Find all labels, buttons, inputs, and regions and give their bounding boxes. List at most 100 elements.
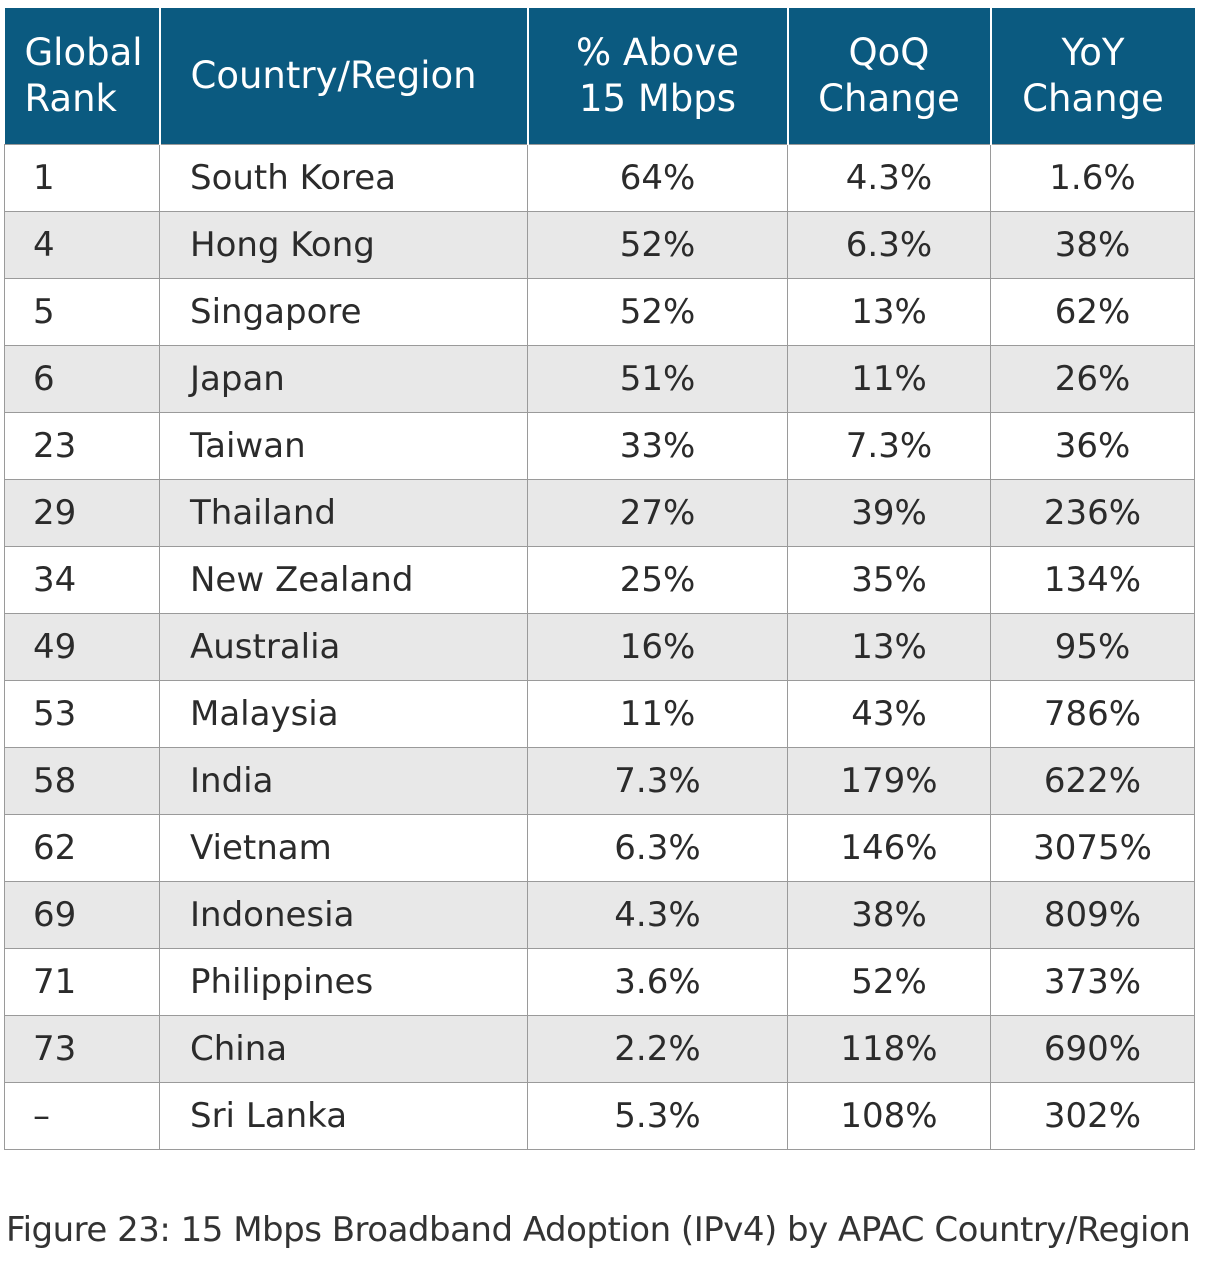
header-line: Global bbox=[24, 30, 143, 74]
cell-above-15mbps: 11% bbox=[527, 679, 788, 748]
cell-above-15mbps: 52% bbox=[527, 210, 788, 279]
header-line: 15 Mbps bbox=[578, 76, 736, 120]
cell-qoq-change: 11% bbox=[787, 344, 991, 413]
cell-above-15mbps: 64% bbox=[527, 143, 788, 212]
table-row: 53 Malaysia 11% 43% 786% bbox=[4, 679, 1195, 748]
table-row: 58 India 7.3% 179% 622% bbox=[4, 746, 1195, 815]
header-line: Rank bbox=[24, 76, 117, 120]
cell-global-rank: 4 bbox=[4, 210, 160, 279]
table-row: 5 Singapore 52% 13% 62% bbox=[4, 277, 1195, 346]
cell-country-region: New Zealand bbox=[159, 545, 528, 614]
header-country-region: Country/Region bbox=[159, 8, 529, 144]
cell-country-region: Singapore bbox=[159, 277, 528, 346]
table-header: Global Rank Country/Region % Above 15 Mb… bbox=[4, 8, 1195, 144]
figure-caption: Figure 23: 15 Mbps Broadband Adoption (I… bbox=[6, 1210, 1191, 1250]
cell-yoy-change: 622% bbox=[990, 746, 1195, 815]
header-row: Global Rank Country/Region % Above 15 Mb… bbox=[4, 8, 1195, 144]
table-row: 69 Indonesia 4.3% 38% 809% bbox=[4, 880, 1195, 949]
cell-qoq-change: 43% bbox=[787, 679, 991, 748]
cell-yoy-change: 786% bbox=[990, 679, 1195, 748]
cell-above-15mbps: 25% bbox=[527, 545, 788, 614]
header-line: Change bbox=[818, 76, 960, 120]
cell-above-15mbps: 16% bbox=[527, 612, 788, 681]
table-row: 6 Japan 51% 11% 26% bbox=[4, 344, 1195, 413]
table-row: 34 New Zealand 25% 35% 134% bbox=[4, 545, 1195, 614]
cell-global-rank: 62 bbox=[4, 813, 160, 882]
cell-global-rank: 71 bbox=[4, 947, 160, 1016]
cell-global-rank: 58 bbox=[4, 746, 160, 815]
cell-above-15mbps: 27% bbox=[527, 478, 788, 547]
cell-yoy-change: 302% bbox=[990, 1081, 1195, 1150]
cell-country-region: Vietnam bbox=[159, 813, 528, 882]
header-qoq-change: QoQ Change bbox=[787, 8, 992, 144]
cell-country-region: India bbox=[159, 746, 528, 815]
cell-qoq-change: 13% bbox=[787, 277, 991, 346]
cell-qoq-change: 146% bbox=[787, 813, 991, 882]
cell-qoq-change: 179% bbox=[787, 746, 991, 815]
adoption-table-container: Global Rank Country/Region % Above 15 Mb… bbox=[4, 8, 1195, 1150]
cell-global-rank: 23 bbox=[4, 411, 160, 480]
cell-country-region: China bbox=[159, 1014, 528, 1083]
cell-above-15mbps: 4.3% bbox=[527, 880, 788, 949]
cell-above-15mbps: 51% bbox=[527, 344, 788, 413]
cell-above-15mbps: 2.2% bbox=[527, 1014, 788, 1083]
table-row: 62 Vietnam 6.3% 146% 3075% bbox=[4, 813, 1195, 882]
cell-global-rank: – bbox=[4, 1081, 160, 1150]
header-yoy-change: YoY Change bbox=[990, 8, 1195, 144]
cell-yoy-change: 38% bbox=[990, 210, 1195, 279]
cell-qoq-change: 52% bbox=[787, 947, 991, 1016]
cell-country-region: Hong Kong bbox=[159, 210, 528, 279]
cell-global-rank: 6 bbox=[4, 344, 160, 413]
cell-yoy-change: 95% bbox=[990, 612, 1195, 681]
cell-above-15mbps: 52% bbox=[527, 277, 788, 346]
cell-above-15mbps: 5.3% bbox=[527, 1081, 788, 1150]
cell-country-region: Thailand bbox=[159, 478, 528, 547]
table-row: 23 Taiwan 33% 7.3% 36% bbox=[4, 411, 1195, 480]
cell-qoq-change: 7.3% bbox=[787, 411, 991, 480]
cell-country-region: South Korea bbox=[159, 143, 528, 212]
cell-yoy-change: 36% bbox=[990, 411, 1195, 480]
cell-global-rank: 69 bbox=[4, 880, 160, 949]
cell-yoy-change: 809% bbox=[990, 880, 1195, 949]
cell-country-region: Taiwan bbox=[159, 411, 528, 480]
table-row: 4 Hong Kong 52% 6.3% 38% bbox=[4, 210, 1195, 279]
table-body: 1 South Korea 64% 4.3% 1.6% 4 Hong Kong 52% 6.3%… bbox=[4, 143, 1195, 1150]
header-global-rank: Global Rank bbox=[4, 8, 161, 144]
table-row: – Sri Lanka 5.3% 108% 302% bbox=[4, 1081, 1195, 1150]
header-line: Country/Region bbox=[190, 53, 477, 97]
cell-country-region: Australia bbox=[159, 612, 528, 681]
cell-yoy-change: 62% bbox=[990, 277, 1195, 346]
cell-above-15mbps: 7.3% bbox=[527, 746, 788, 815]
cell-country-region: Malaysia bbox=[159, 679, 528, 748]
cell-yoy-change: 26% bbox=[990, 344, 1195, 413]
cell-qoq-change: 38% bbox=[787, 880, 991, 949]
header-line: Change bbox=[1022, 76, 1164, 120]
table-row: 49 Australia 16% 13% 95% bbox=[4, 612, 1195, 681]
cell-yoy-change: 373% bbox=[990, 947, 1195, 1016]
cell-country-region: Sri Lanka bbox=[159, 1081, 528, 1150]
cell-above-15mbps: 3.6% bbox=[527, 947, 788, 1016]
header-line: % Above bbox=[575, 30, 739, 74]
cell-global-rank: 1 bbox=[4, 143, 160, 212]
cell-qoq-change: 39% bbox=[787, 478, 991, 547]
header-above-15mbps: % Above 15 Mbps bbox=[527, 8, 789, 144]
cell-global-rank: 53 bbox=[4, 679, 160, 748]
cell-country-region: Indonesia bbox=[159, 880, 528, 949]
header-line: QoQ bbox=[848, 30, 930, 74]
cell-yoy-change: 3075% bbox=[990, 813, 1195, 882]
table-row: 71 Philippines 3.6% 52% 373% bbox=[4, 947, 1195, 1016]
cell-yoy-change: 236% bbox=[990, 478, 1195, 547]
cell-qoq-change: 35% bbox=[787, 545, 991, 614]
cell-yoy-change: 134% bbox=[990, 545, 1195, 614]
table-row: 1 South Korea 64% 4.3% 1.6% bbox=[4, 143, 1195, 212]
cell-country-region: Japan bbox=[159, 344, 528, 413]
cell-qoq-change: 13% bbox=[787, 612, 991, 681]
cell-global-rank: 29 bbox=[4, 478, 160, 547]
cell-country-region: Philippines bbox=[159, 947, 528, 1016]
table-row: 29 Thailand 27% 39% 236% bbox=[4, 478, 1195, 547]
cell-global-rank: 73 bbox=[4, 1014, 160, 1083]
cell-qoq-change: 6.3% bbox=[787, 210, 991, 279]
cell-qoq-change: 4.3% bbox=[787, 143, 991, 212]
cell-above-15mbps: 6.3% bbox=[527, 813, 788, 882]
cell-global-rank: 34 bbox=[4, 545, 160, 614]
